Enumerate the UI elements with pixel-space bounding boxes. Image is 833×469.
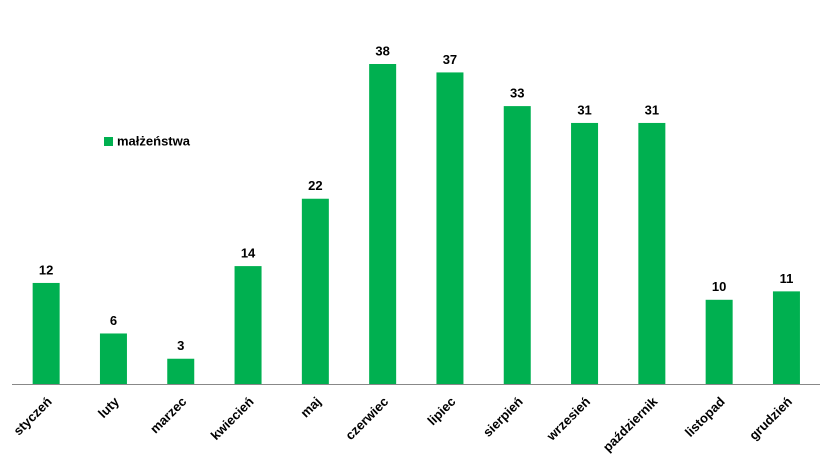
x-tick-label: marzec xyxy=(147,394,189,436)
bar xyxy=(234,266,262,384)
data-label: 3 xyxy=(177,338,184,353)
data-label: 11 xyxy=(780,271,794,286)
x-tick-label: kwiecień xyxy=(208,394,257,443)
bar xyxy=(705,299,733,384)
bar xyxy=(369,64,397,384)
x-tick-label: lipiec xyxy=(424,394,458,428)
x-tick-label: listopad xyxy=(682,394,728,440)
bar xyxy=(99,333,127,384)
x-tick-label: sierpień xyxy=(480,394,526,440)
bar xyxy=(32,282,60,384)
data-label: 14 xyxy=(241,246,256,261)
data-label: 22 xyxy=(308,178,322,193)
data-label: 33 xyxy=(510,86,524,101)
data-label: 37 xyxy=(443,52,457,67)
bar xyxy=(167,358,195,384)
x-tick-label: grudzień xyxy=(746,394,795,443)
bar xyxy=(638,122,666,385)
bar xyxy=(436,72,464,384)
bar xyxy=(571,122,599,385)
data-label: 38 xyxy=(375,43,389,58)
x-tick-label: maj xyxy=(297,394,323,420)
x-tick-label: czerwiec xyxy=(342,394,391,443)
data-label: 6 xyxy=(110,313,117,328)
x-tick-label: wrzesień xyxy=(543,394,593,444)
x-tick-label: październik xyxy=(600,393,661,454)
data-label: 31 xyxy=(577,102,591,117)
data-label: 31 xyxy=(645,102,659,117)
bar xyxy=(503,106,531,385)
x-tick-label: luty xyxy=(95,393,122,420)
legend-label: małżeństwa xyxy=(117,133,191,148)
data-label: 10 xyxy=(712,279,726,294)
legend-swatch xyxy=(104,137,113,146)
bar xyxy=(301,198,329,384)
x-tick-label: styczeń xyxy=(10,394,54,438)
bar xyxy=(772,291,800,384)
data-label: 12 xyxy=(39,262,53,277)
